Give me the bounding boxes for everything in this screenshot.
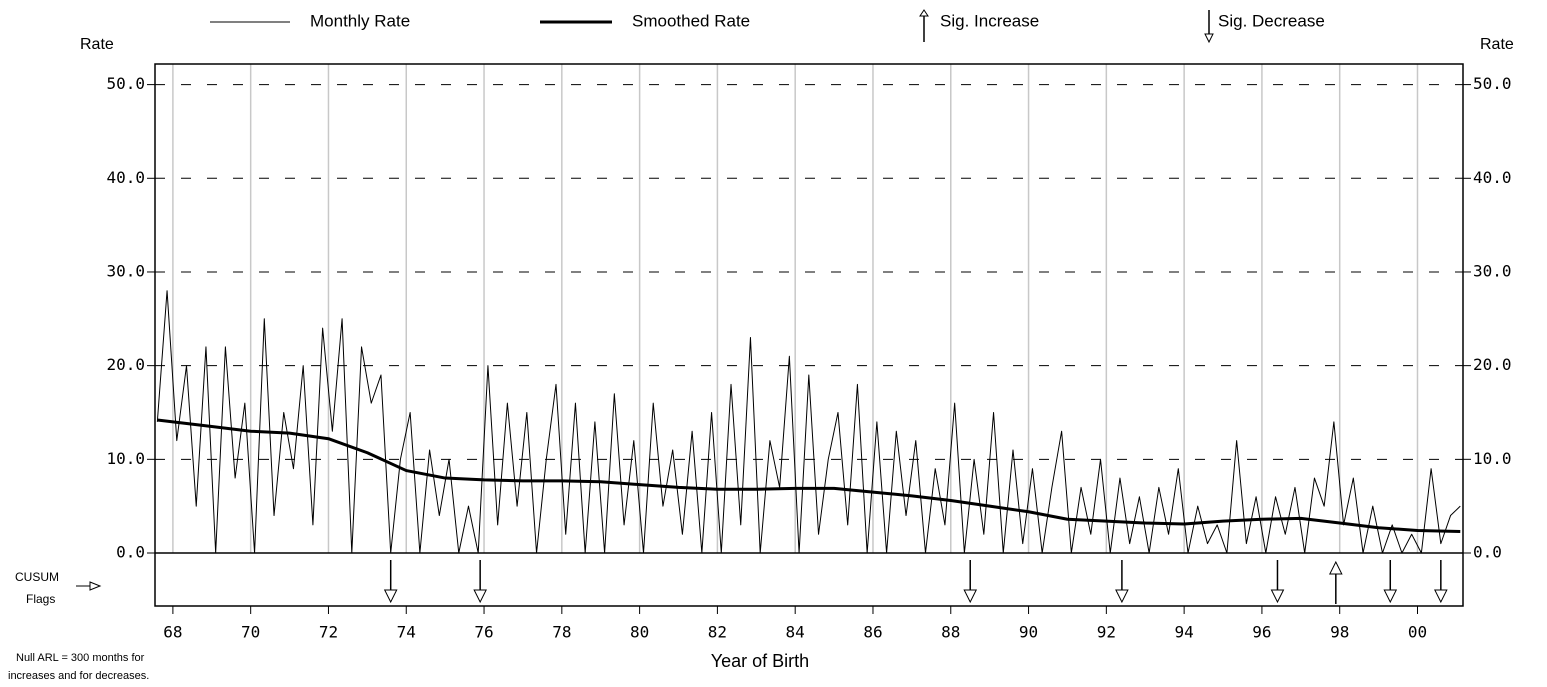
cusum-label: Flags xyxy=(26,592,55,606)
x-tick-label: 96 xyxy=(1252,623,1271,642)
y2-tick-label: 20.0 xyxy=(1473,355,1512,374)
flag-head xyxy=(1383,589,1398,604)
x-tick-label: 84 xyxy=(786,623,805,642)
x-axis-label: Year of Birth xyxy=(711,651,809,671)
flag-decrease xyxy=(963,560,978,604)
y-axis-label: Rate xyxy=(80,36,114,53)
note: increases and for decreases. xyxy=(8,670,149,682)
x-tick-label: 86 xyxy=(863,623,882,642)
flag-decrease xyxy=(383,560,398,604)
y2-tick-label: 30.0 xyxy=(1473,261,1512,280)
x-tick-label: 90 xyxy=(1019,623,1038,642)
y-tick-label: 30.0 xyxy=(106,261,145,280)
plot-frame xyxy=(154,63,1464,607)
y2-tick-label: 40.0 xyxy=(1473,168,1512,187)
flag-decrease xyxy=(1434,560,1448,604)
x-tick-label: 00 xyxy=(1408,623,1427,642)
line-0 xyxy=(156,290,1461,554)
legend: Monthly Rate Smoothed Rate Sig. Increase Si… xyxy=(210,9,1325,44)
x-tick-label: 68 xyxy=(163,623,182,642)
legend-label: Smoothed Rate xyxy=(632,11,750,30)
flag-decrease xyxy=(1115,560,1129,604)
y-tick-label: 20.0 xyxy=(106,355,145,374)
x-tick-label: 76 xyxy=(474,623,493,642)
x-tick-label: 70 xyxy=(241,623,260,642)
x-tick-label: 80 xyxy=(630,623,649,642)
flag-head xyxy=(963,589,978,604)
x-tick-label: 94 xyxy=(1174,623,1193,642)
x-tick-label: 72 xyxy=(319,623,338,642)
y-tick-label: 0.0 xyxy=(116,543,145,562)
x-tick-label: 98 xyxy=(1330,623,1349,642)
flag-head xyxy=(1434,589,1448,604)
cusum-pointer xyxy=(76,581,102,591)
flag-decrease xyxy=(473,560,487,604)
line-1 xyxy=(157,418,1461,533)
y-tick-label: 10.0 xyxy=(106,449,145,468)
flag-head xyxy=(1115,589,1129,604)
legend-label: Sig. Increase xyxy=(940,11,1039,30)
y-tick-label: 40.0 xyxy=(106,168,145,187)
flag-head xyxy=(383,589,398,604)
y2-tick-label: 50.0 xyxy=(1473,74,1512,93)
flag-decrease xyxy=(1383,560,1398,604)
flag-decrease xyxy=(1270,560,1285,604)
x-tick-label: 74 xyxy=(397,623,416,642)
y2-tick-label: 10.0 xyxy=(1473,449,1512,468)
x-tick-label: 82 xyxy=(708,623,727,642)
legend-head xyxy=(1204,33,1214,44)
legend-label: Sig. Decrease xyxy=(1218,11,1325,30)
x-tick-label: 88 xyxy=(941,623,960,642)
x-tick-label: 78 xyxy=(552,623,571,642)
x-tick-label: 92 xyxy=(1097,623,1116,642)
flag-increase xyxy=(1329,560,1343,604)
y-tick-label: 50.0 xyxy=(106,74,145,93)
flag-head xyxy=(473,589,487,604)
y2-tick-label: 0.0 xyxy=(1473,543,1502,562)
cusum-label: CUSUM xyxy=(15,570,59,584)
note: Null ARL = 300 months for xyxy=(16,652,145,664)
flag-head xyxy=(1270,589,1285,604)
y2-axis-label: Rate xyxy=(1480,36,1514,53)
legend-label: Monthly Rate xyxy=(310,11,410,30)
